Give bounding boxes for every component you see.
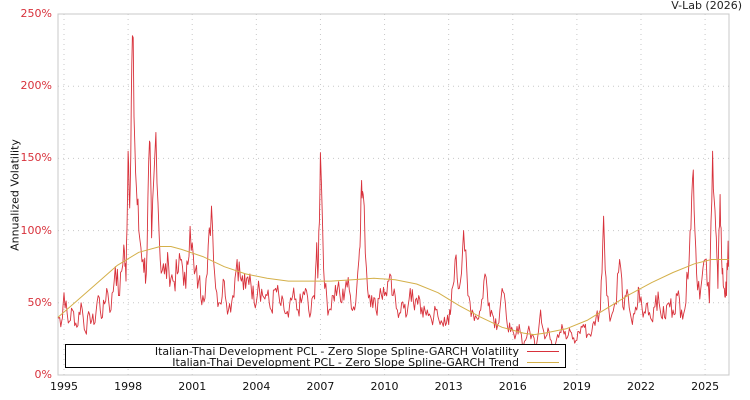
- x-tick-label: 2022: [626, 380, 655, 393]
- y-tick-label: 150%: [20, 151, 52, 165]
- legend-item-trend: Italian-Thai Development PCL - Zero Slop…: [172, 355, 559, 369]
- legend: Italian-Thai Development PCL - Zero Slop…: [65, 344, 566, 369]
- y-tick-label: 250%: [20, 7, 52, 20]
- legend-item-volatility: Italian-Thai Development PCL - Zero Slop…: [154, 344, 559, 358]
- source-credit: V-Lab (2026): [671, 0, 742, 12]
- x-tick-label: 2016: [498, 380, 527, 393]
- legend-swatch-volatility: [527, 350, 559, 352]
- x-tick-label: 2004: [242, 380, 271, 393]
- trend-line: [57, 246, 729, 336]
- legend-swatch-trend: [527, 361, 559, 363]
- x-tick-label: 1998: [114, 380, 143, 393]
- x-tick-label: 2025: [691, 380, 720, 393]
- x-tick-label: 2019: [562, 380, 591, 393]
- x-tick-label: 2010: [370, 380, 399, 393]
- x-tick-label: 2013: [434, 380, 463, 393]
- legend-label-volatility: Italian-Thai Development PCL - Zero Slop…: [154, 344, 519, 358]
- y-tick-label: 200%: [20, 79, 52, 93]
- y-tick-label: 0%: [34, 368, 52, 381]
- y-tick-label: 100%: [20, 223, 52, 237]
- plot-frame: [57, 13, 730, 376]
- volatility-line: [57, 35, 730, 349]
- x-tick-label: 2007: [306, 380, 335, 393]
- y-tick-label: 50%: [27, 295, 52, 309]
- x-tick-label: 1995: [50, 380, 78, 393]
- x-tick-label: 2001: [178, 380, 207, 393]
- legend-label-trend: Italian-Thai Development PCL - Zero Slop…: [172, 355, 519, 369]
